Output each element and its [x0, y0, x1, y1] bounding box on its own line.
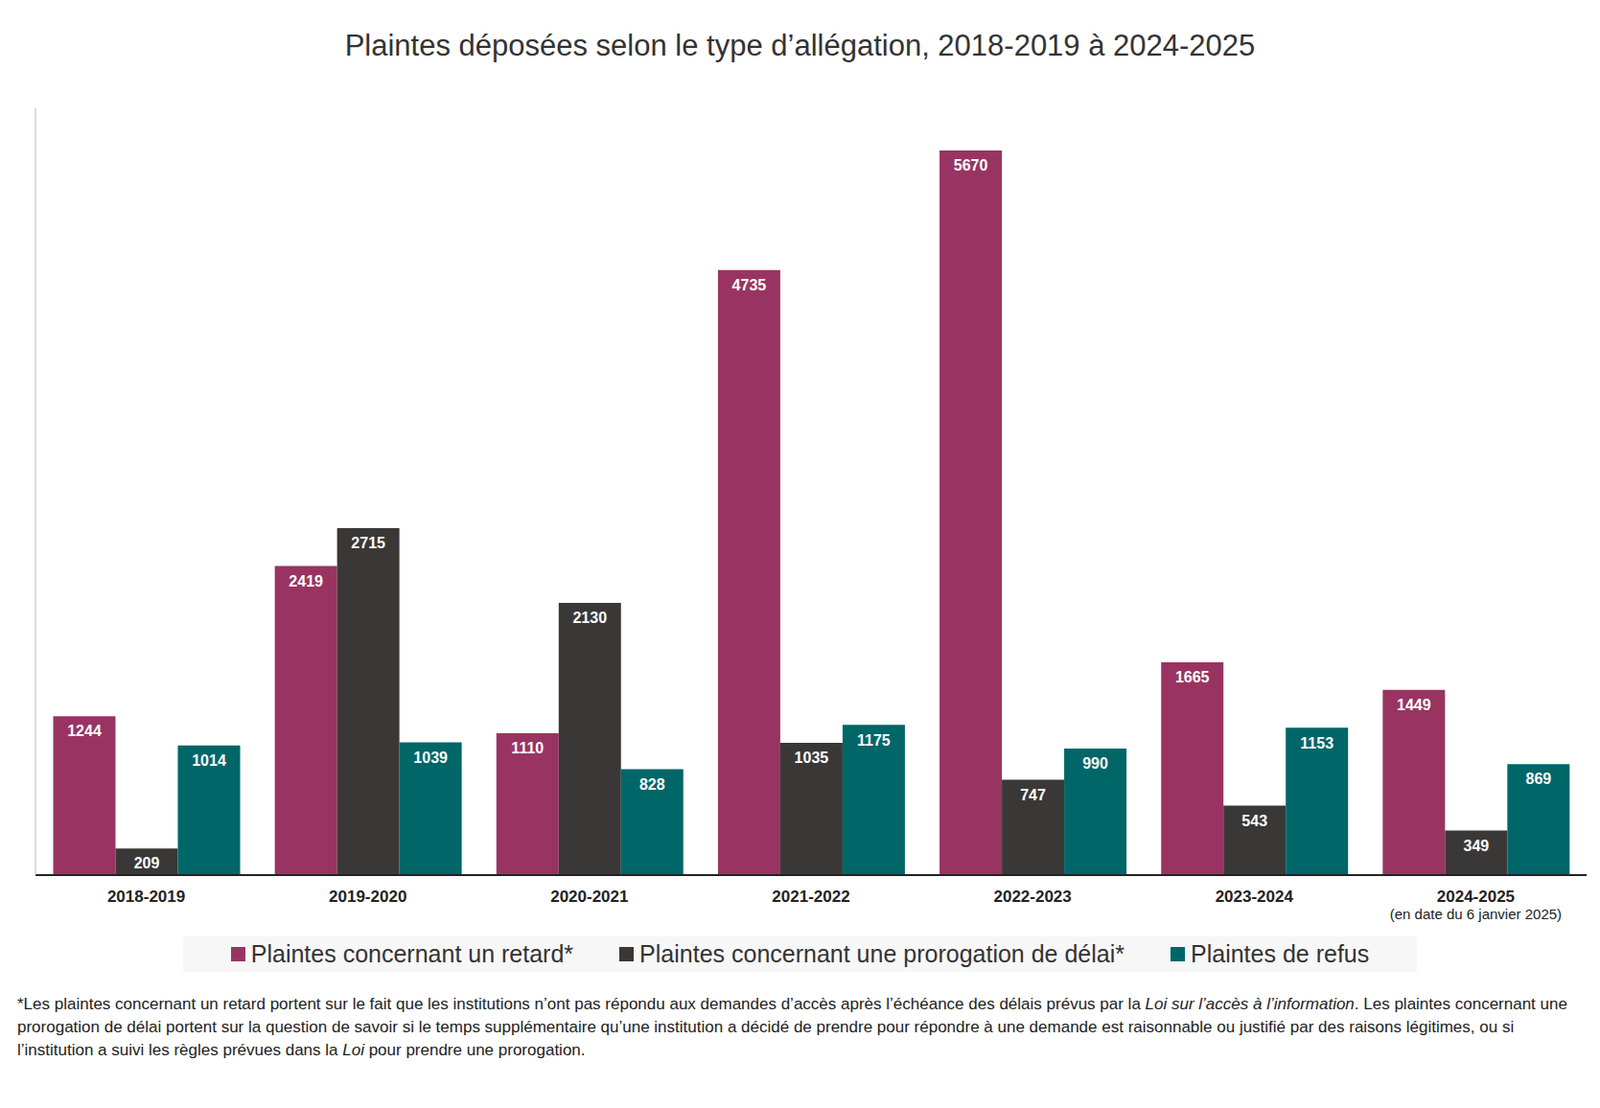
svg-text:1014: 1014 [191, 752, 227, 769]
html-text:Plaintes de refus: Plaintes de refus [1190, 940, 1370, 968]
svg-text:5670: 5670 [953, 157, 989, 174]
svg-text:1244: 1244 [67, 722, 102, 740]
svg-text:1175: 1175 [857, 732, 891, 749]
svg-text:1039: 1039 [413, 749, 448, 766]
svg-text:2019-2020: 2019-2020 [328, 887, 407, 906]
svg-text:2023-2024: 2023-2024 [1215, 887, 1295, 906]
svg-text:869: 869 [1525, 770, 1552, 788]
svg-text:2419: 2419 [288, 573, 324, 590]
svg-text:4735: 4735 [732, 277, 767, 294]
svg-text:747: 747 [1020, 787, 1046, 804]
svg-text:1110: 1110 [510, 740, 544, 757]
svg-text:2024-2025: 2024-2025 [1437, 887, 1515, 906]
svg-text:349: 349 [1462, 837, 1489, 855]
svg-text:2022-2023: 2022-2023 [993, 887, 1071, 906]
html-text:Plaintes concernant un retard*: Plaintes concernant un retard* [250, 940, 574, 968]
svg-text:543: 543 [1241, 812, 1268, 830]
svg-text:1449: 1449 [1396, 696, 1432, 714]
svg-text:2715: 2715 [350, 534, 386, 552]
svg-text:2018-2019: 2018-2019 [107, 887, 186, 906]
svg-text:2130: 2130 [572, 609, 607, 627]
svg-text:1153: 1153 [1299, 735, 1334, 752]
svg-text:828: 828 [639, 776, 666, 793]
svg-text:209: 209 [134, 855, 161, 872]
svg-text:1665: 1665 [1175, 669, 1210, 686]
html-text:*Les plaintes concernant un re: *Les plaintes concernant un retard porte… [17, 995, 1568, 1060]
svg-text:1035: 1035 [794, 749, 830, 766]
svg-text:2020-2021: 2020-2021 [550, 887, 628, 906]
html-text:Plaintes déposées selon le typ: Plaintes déposées selon le type d’alléga… [344, 28, 1256, 63]
html-text:Plaintes concernant une prorog: Plaintes concernant une prorogation de d… [639, 940, 1125, 968]
svg-text:(en date du 6 janvier 2025): (en date du 6 janvier 2025) [1390, 905, 1562, 923]
svg-text:990: 990 [1082, 755, 1109, 772]
svg-text:2021-2022: 2021-2022 [771, 887, 850, 906]
